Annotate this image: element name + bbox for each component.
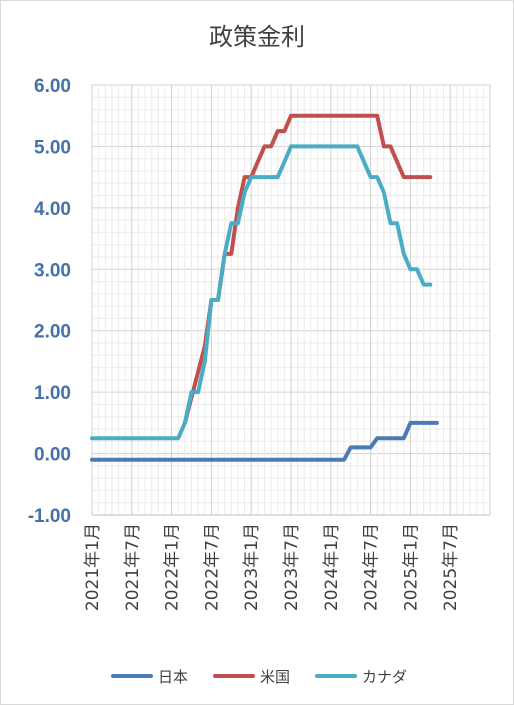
y-tick-label: -1.00 <box>28 506 71 527</box>
series-line-2 <box>90 144 433 441</box>
y-tick-label: 2.00 <box>34 322 71 343</box>
y-tick-label: 6.00 <box>34 76 71 97</box>
x-tick-label: 2025年1月 <box>401 523 421 611</box>
x-tick-label: 2024年1月 <box>322 523 342 611</box>
x-tick-label: 2025年7月 <box>441 523 461 611</box>
y-axis-ticks: 6.00 5.00 4.00 3.00 2.00 1.00 0.00 -1.00 <box>28 76 71 527</box>
y-tick-label: 3.00 <box>34 260 71 281</box>
series-line-0 <box>90 420 439 462</box>
y-tick-label: 5.00 <box>34 137 71 158</box>
y-tick-label: 1.00 <box>34 383 71 404</box>
chart-title: 政策金利 <box>209 23 305 51</box>
x-tick-label: 2024年7月 <box>362 523 382 611</box>
legend-label: 日本 <box>158 668 188 686</box>
legend-label: カナダ <box>362 668 407 686</box>
x-tick-label: 2021年1月 <box>83 523 103 611</box>
legend: 日本 米国 カナダ <box>111 668 407 686</box>
x-tick-label: 2023年1月 <box>242 523 262 611</box>
y-tick-label: 0.00 <box>34 445 71 466</box>
y-tick-label: 4.00 <box>34 199 71 220</box>
x-tick-label: 2023年7月 <box>282 523 302 611</box>
x-axis-ticks: 2021年1月 2021年7月 2022年1月 2022年7月 2023年1月 2023年… <box>83 523 461 611</box>
series-lines <box>90 113 439 462</box>
legend-label: 米国 <box>260 668 290 686</box>
x-tick-label: 2022年1月 <box>163 523 183 611</box>
x-tick-label: 2022年7月 <box>202 523 222 611</box>
grid <box>91 84 491 516</box>
x-tick-label: 2021年7月 <box>123 523 143 611</box>
